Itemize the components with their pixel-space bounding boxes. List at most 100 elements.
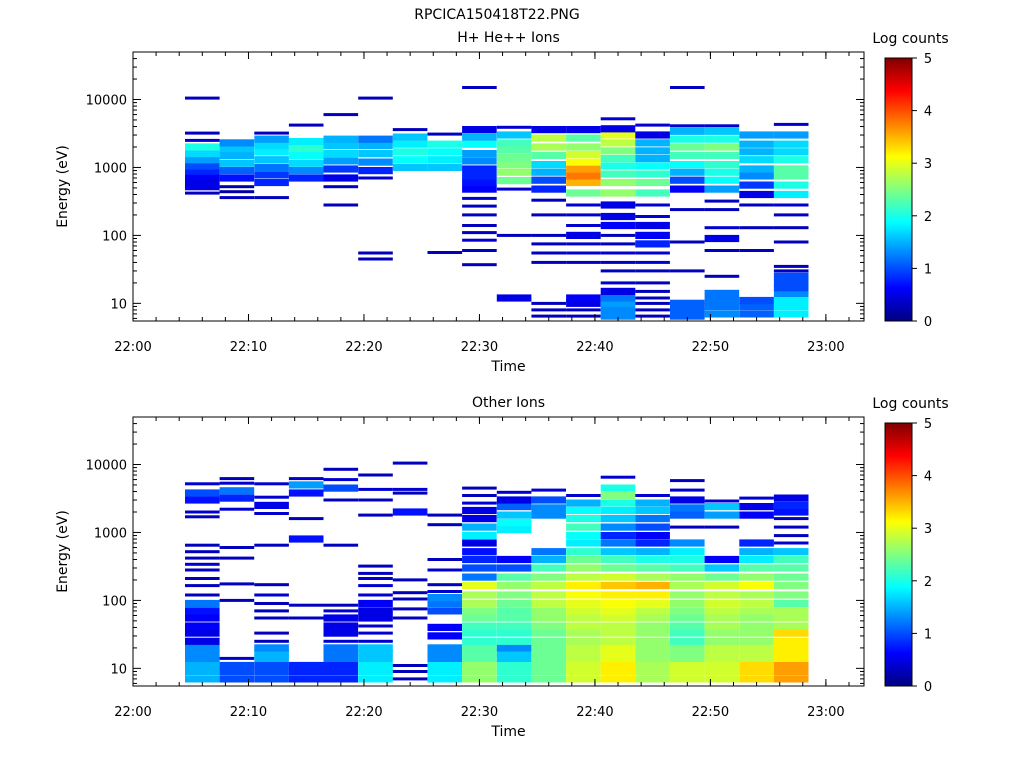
heatmap-cell xyxy=(739,555,774,564)
x-tick-label: 22:10 xyxy=(230,705,267,720)
colorbar-tick-label: 3 xyxy=(924,522,932,537)
heatmap-cell xyxy=(462,607,497,615)
heatmap-cell xyxy=(773,667,809,676)
heatmap-cell xyxy=(427,607,463,615)
heatmap-cell xyxy=(773,240,809,244)
heatmap-cell xyxy=(462,667,497,676)
heatmap-cell xyxy=(254,609,289,613)
heatmap-cell xyxy=(185,510,220,514)
heatmap-cell xyxy=(566,134,601,142)
heatmap-cell xyxy=(185,637,220,645)
heatmap-cell xyxy=(635,654,670,662)
heatmap-cell xyxy=(531,504,566,512)
heatmap-cell xyxy=(566,224,601,227)
heatmap-cell xyxy=(219,556,255,560)
heatmap-cell xyxy=(635,231,670,239)
heatmap-cell xyxy=(600,306,636,314)
heatmap-cell xyxy=(566,582,601,590)
y-tick-label: 100 xyxy=(102,229,127,244)
heatmap-cell xyxy=(670,591,705,599)
heatmap-cell xyxy=(704,143,740,151)
heatmap-cell xyxy=(254,495,289,499)
heatmap-cell xyxy=(600,139,636,147)
heatmap-cell xyxy=(427,156,463,164)
heatmap-cell xyxy=(704,208,740,212)
heatmap-cell xyxy=(773,310,809,318)
heatmap-cell xyxy=(600,233,636,237)
heatmap-cell xyxy=(323,478,359,482)
x-axis-label: Time xyxy=(490,359,525,375)
heatmap-cell xyxy=(566,523,601,531)
heatmap-cell xyxy=(427,558,463,561)
heatmap-cell xyxy=(531,629,566,637)
heatmap-cell xyxy=(670,269,705,273)
heatmap-cell xyxy=(323,185,359,189)
heatmap-cell xyxy=(566,189,601,197)
heatmap-cell xyxy=(566,231,601,239)
heatmap-cell xyxy=(600,555,636,564)
heatmap-cell xyxy=(254,583,289,587)
heatmap-cell xyxy=(254,156,289,164)
heatmap-cell xyxy=(670,127,705,135)
x-tick-label: 23:00 xyxy=(807,705,844,720)
heatmap-cell xyxy=(600,582,636,590)
heatmap-cell xyxy=(773,289,809,297)
heatmap-cell xyxy=(566,506,601,515)
y-tick-label: 10 xyxy=(110,662,127,677)
heatmap-cell xyxy=(358,649,393,657)
heatmap-cell xyxy=(254,661,289,670)
heatmap-cell xyxy=(462,515,497,523)
heatmap-cell xyxy=(358,564,393,568)
heatmap-cell xyxy=(427,654,463,662)
heatmap-cell xyxy=(288,489,324,497)
heatmap-cell xyxy=(496,599,532,608)
heatmap-cell xyxy=(773,494,809,502)
heatmap-cell xyxy=(185,550,220,554)
heatmap-cell xyxy=(496,139,532,147)
heatmap-cell xyxy=(739,637,774,645)
heatmap-cell xyxy=(670,637,705,645)
x-tick-label: 22:40 xyxy=(576,705,613,720)
colorbar-tick-label: 1 xyxy=(924,262,932,277)
heatmap-cell xyxy=(773,226,809,230)
heatmap-cell xyxy=(392,487,428,491)
heatmap-cell xyxy=(566,515,601,523)
heatmap-cell xyxy=(392,616,428,620)
heatmap-cell xyxy=(427,594,463,602)
heatmap-cell xyxy=(704,573,740,581)
heatmap-cell xyxy=(462,573,497,581)
heatmap-cell xyxy=(496,555,532,564)
heatmap-cell xyxy=(670,599,705,608)
heatmap-cell xyxy=(635,499,670,507)
heatmap-cell xyxy=(462,263,497,267)
heatmap-cell xyxy=(600,523,636,531)
heatmap-cell xyxy=(462,637,497,645)
heatmap-cell xyxy=(635,240,670,248)
heatmap-cell xyxy=(739,629,774,637)
heatmap-cell xyxy=(600,654,636,662)
heatmap-cell xyxy=(496,654,532,662)
heatmap-cell xyxy=(185,172,220,180)
heatmap-cell xyxy=(358,96,393,100)
y-axis-label: Energy (eV) xyxy=(55,145,71,228)
y-tick-label: 1000 xyxy=(94,161,127,176)
y-tick-label: 100 xyxy=(102,594,127,609)
heatmap-cell xyxy=(323,113,359,117)
heatmap-cell xyxy=(219,196,255,200)
heatmap-cell xyxy=(739,548,774,556)
heatmap-cell xyxy=(670,161,705,169)
heatmap-cell xyxy=(739,172,774,180)
heatmap-cell xyxy=(185,654,220,662)
heatmap-cell xyxy=(531,644,566,652)
heatmap-cell xyxy=(600,539,636,547)
heatmap-cell xyxy=(462,622,497,630)
heatmap-cell xyxy=(462,126,497,134)
heatmap-cell xyxy=(773,296,809,305)
heatmap-cell xyxy=(704,168,740,176)
heatmap-cell xyxy=(462,486,497,490)
plot-frame xyxy=(132,416,865,687)
heatmap-cell xyxy=(531,591,566,599)
heatmap-cell xyxy=(496,629,532,637)
heatmap-cell xyxy=(670,306,705,314)
heatmap-cell xyxy=(670,539,705,547)
